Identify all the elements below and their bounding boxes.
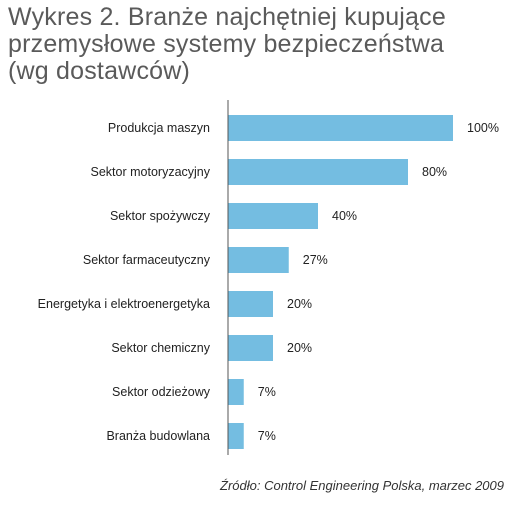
category-label: Sektor odzieżowy: [112, 385, 211, 399]
bar: [228, 423, 244, 449]
chart-title-line-1: Wykres 2. Branże najchętniej kupujące: [8, 3, 446, 31]
category-label: Sektor chemiczny: [111, 341, 210, 355]
chart-title-line-3: (wg dostawców): [8, 57, 191, 85]
bar: [228, 335, 273, 361]
bar: [228, 379, 244, 405]
category-label: Sektor farmaceutyczny: [83, 253, 211, 267]
data-label: 27%: [303, 253, 328, 267]
bar: [228, 203, 318, 229]
category-label: Sektor spożywczy: [110, 209, 211, 223]
data-label: 80%: [422, 165, 447, 179]
category-label: Produkcja maszyn: [108, 121, 210, 135]
chart-title: Wykres 2. Branże najchętniej kupujące pr…: [8, 4, 514, 85]
category-label: Branża budowlana: [106, 429, 210, 443]
bar: [228, 115, 453, 141]
bar: [228, 291, 273, 317]
data-label: 20%: [287, 341, 312, 355]
data-label: 7%: [258, 429, 276, 443]
category-label: Energetyka i elektroenergetyka: [38, 297, 210, 311]
bar: [228, 159, 408, 185]
data-label: 20%: [287, 297, 312, 311]
data-label: 40%: [332, 209, 357, 223]
chart-title-line-2: przemysłowe systemy bezpieczeństwa: [8, 30, 445, 58]
category-label: Sektor motoryzacyjny: [91, 165, 211, 179]
data-label: 7%: [258, 385, 276, 399]
source-note: Źródło: Control Engineering Polska, marz…: [220, 478, 504, 493]
bar: [228, 247, 289, 273]
data-label: 100%: [467, 121, 499, 135]
